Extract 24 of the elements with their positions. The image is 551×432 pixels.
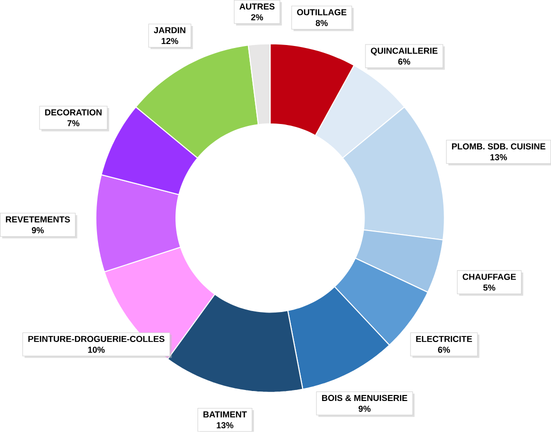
slice-label: ELECTRICITE xyxy=(416,336,472,342)
slice-label: DECORATION xyxy=(45,109,102,116)
data-label: 12% xyxy=(162,38,178,44)
data-label: 6% xyxy=(398,58,410,65)
slice-label: JARDIN xyxy=(154,27,186,34)
data-label: 2% xyxy=(251,14,264,20)
slice-label: REVETEMENTS xyxy=(6,216,70,223)
slice-label: AUTRES xyxy=(240,4,275,10)
slice-label: PLOMB. SDB. CUISINE xyxy=(452,143,546,150)
slice-label: CHAUFFAGE xyxy=(462,274,516,280)
slice-label: BATIMENT xyxy=(203,412,247,418)
data-label: 8% xyxy=(316,20,328,26)
data-label: 6% xyxy=(438,346,450,353)
slice-label: PEINTURE-DROGUERIE-COLLES xyxy=(28,336,164,342)
slice-label: OUTILLAGE xyxy=(297,9,346,16)
data-label: 10% xyxy=(88,346,105,353)
data-label: 7% xyxy=(67,120,80,126)
data-label: 13% xyxy=(490,154,507,160)
data-label: 9% xyxy=(358,406,371,412)
slice-label: QUINCAILLERIE xyxy=(370,48,438,56)
data-label: 5% xyxy=(483,284,496,291)
data-label: 9% xyxy=(32,227,44,234)
slice-label: BOIS & MENUISERIE xyxy=(322,395,408,402)
data-label: 13% xyxy=(216,422,234,428)
